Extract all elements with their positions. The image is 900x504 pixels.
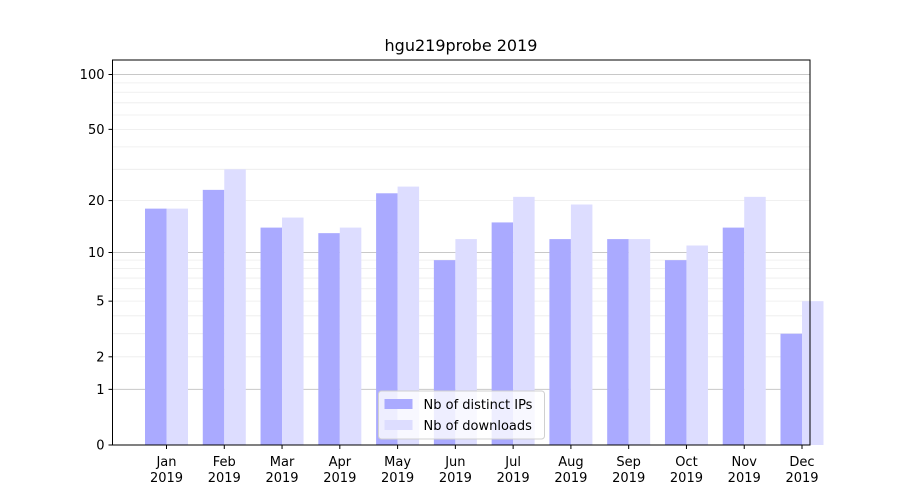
- x-tick-label: Apr 2019: [323, 455, 356, 486]
- x-tick-label-year: 2019: [323, 471, 356, 486]
- x-tick-label-year: 2019: [150, 471, 183, 486]
- x-tick-label: Mar 2019: [265, 455, 298, 486]
- bar-downloads: [628, 239, 651, 445]
- x-tick-label-year: 2019: [439, 471, 472, 486]
- x-tick-label: Aug 2019: [554, 455, 587, 486]
- bar-distinct-ips: [202, 189, 225, 445]
- bar-downloads: [339, 227, 362, 445]
- x-tick-label: Jan 2019: [150, 455, 183, 486]
- bar-downloads: [397, 186, 420, 445]
- x-tick-label-month: Aug: [558, 455, 583, 470]
- bar-downloads: [513, 196, 535, 445]
- bar-downloads: [570, 204, 593, 445]
- y-tick-label: 1: [96, 383, 104, 398]
- bar-downloads: [686, 245, 708, 445]
- x-tick-label-month: Jun: [444, 455, 465, 470]
- legend-swatch: [384, 399, 413, 409]
- legend-swatch: [384, 420, 413, 430]
- y-tick-label: 0: [96, 439, 104, 454]
- x-tick-label: Dec 2019: [785, 455, 818, 486]
- bar-distinct-ips: [607, 239, 629, 445]
- x-tick-label-year: 2019: [785, 471, 818, 486]
- x-tick-label-year: 2019: [265, 471, 298, 486]
- x-tick-label-month: Oct: [675, 455, 697, 470]
- bar-distinct-ips: [318, 233, 340, 445]
- bar-downloads: [282, 217, 304, 445]
- x-tick-label-year: 2019: [728, 471, 761, 486]
- y-tick-label: 20: [88, 194, 105, 209]
- y-tick-label: 100: [80, 68, 105, 83]
- bar-distinct-ips: [260, 227, 283, 445]
- legend-box: [378, 390, 545, 440]
- x-tick-label: May 2019: [381, 455, 414, 486]
- y-tick-label: 5: [96, 295, 104, 310]
- bar-distinct-ips: [780, 333, 802, 445]
- x-tick-label-month: Jul: [504, 455, 521, 470]
- x-tick-label: Nov 2019: [728, 455, 761, 486]
- x-tick-label-month: Apr: [329, 455, 352, 470]
- chart-title: hgu219probe 2019: [385, 36, 538, 55]
- x-tick-label-month: May: [384, 455, 411, 470]
- x-tick-label-month: Dec: [789, 455, 814, 470]
- bar-downloads: [166, 208, 188, 445]
- bar-downloads: [224, 169, 246, 445]
- x-tick-label: Jul 2019: [497, 455, 530, 486]
- x-tick-label: Feb 2019: [208, 455, 241, 486]
- x-tick-label-month: Feb: [213, 455, 236, 470]
- y-tick-label: 2: [96, 350, 104, 365]
- x-tick-label-year: 2019: [497, 471, 530, 486]
- x-tick-label-month: Jan: [155, 455, 176, 470]
- bar-distinct-ips: [549, 239, 571, 445]
- bar-distinct-ips: [145, 208, 167, 445]
- bar-downloads: [802, 301, 824, 445]
- bar-distinct-ips: [664, 260, 687, 445]
- bar-distinct-ips: [722, 227, 745, 445]
- x-tick-label: Oct 2019: [670, 455, 703, 486]
- legend: Nb of distinct IPs Nb of downloads: [378, 390, 545, 440]
- x-tick-label-year: 2019: [670, 471, 703, 486]
- y-tick-label: 50: [88, 123, 105, 138]
- legend-label: Nb of distinct IPs: [424, 398, 533, 413]
- bar-distinct-ips: [491, 222, 514, 445]
- y-axis: 0 1 2 5 10 20 50 100: [80, 68, 113, 454]
- x-tick-label-month: Nov: [732, 455, 758, 470]
- x-tick-label-year: 2019: [612, 471, 645, 486]
- x-tick-label-year: 2019: [554, 471, 587, 486]
- x-tick-label: Jun 2019: [439, 455, 472, 486]
- x-tick-label-year: 2019: [208, 471, 241, 486]
- x-tick-label-month: Sep: [616, 455, 641, 470]
- legend-label: Nb of downloads: [424, 419, 533, 434]
- y-tick-label: 10: [88, 246, 105, 261]
- bar-downloads: [744, 196, 766, 445]
- x-tick-label-month: Mar: [270, 455, 295, 470]
- bar-distinct-ips: [376, 193, 398, 445]
- x-tick-label-year: 2019: [381, 471, 414, 486]
- x-tick-label: Sep 2019: [612, 455, 645, 486]
